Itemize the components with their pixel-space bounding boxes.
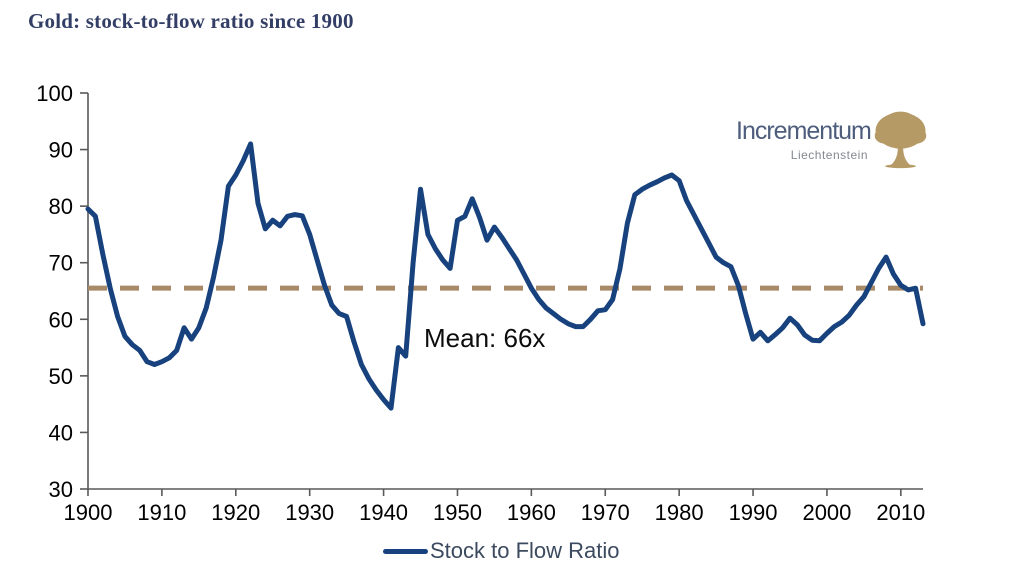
svg-text:1910: 1910: [137, 500, 186, 525]
legend-line-swatch: [383, 548, 428, 554]
incrementum-logo: Incrementum Liechtenstein: [736, 108, 928, 172]
svg-text:1940: 1940: [359, 500, 408, 525]
svg-text:40: 40: [49, 420, 73, 445]
chart-title: Gold: stock-to-flow ratio since 1900: [28, 9, 354, 33]
svg-text:1930: 1930: [285, 500, 334, 525]
svg-text:30: 30: [49, 477, 73, 502]
legend: Stock to Flow Ratio: [383, 538, 620, 564]
svg-text:1980: 1980: [655, 500, 704, 525]
svg-text:80: 80: [49, 194, 73, 219]
svg-text:50: 50: [49, 364, 73, 389]
tree-icon: [874, 111, 927, 169]
svg-text:2000: 2000: [802, 500, 851, 525]
svg-text:60: 60: [49, 307, 73, 332]
svg-text:2010: 2010: [876, 500, 925, 525]
logo-subtitle: Liechtenstein: [790, 148, 868, 162]
legend-label: Stock to Flow Ratio: [430, 538, 620, 563]
logo-text: Incrementum Liechtenstein: [736, 108, 872, 163]
svg-text:1990: 1990: [729, 500, 778, 525]
svg-text:100: 100: [36, 81, 73, 106]
mean-annotation: Mean: 66x: [424, 323, 546, 353]
svg-text:1900: 1900: [64, 500, 113, 525]
svg-text:70: 70: [49, 251, 73, 276]
svg-text:90: 90: [49, 138, 73, 163]
svg-text:1970: 1970: [581, 500, 630, 525]
svg-text:1920: 1920: [211, 500, 260, 525]
svg-text:1950: 1950: [433, 500, 482, 525]
logo-wordmark: Incrementum: [736, 117, 872, 145]
svg-text:1960: 1960: [507, 500, 556, 525]
